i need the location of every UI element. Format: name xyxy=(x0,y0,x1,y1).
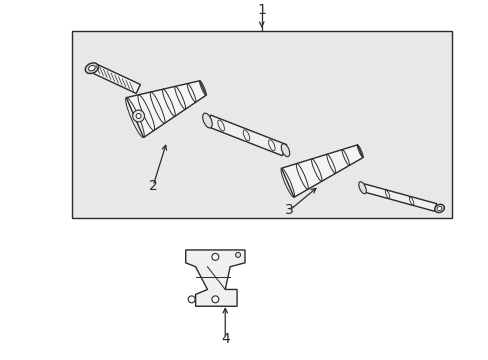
Polygon shape xyxy=(206,115,286,156)
Ellipse shape xyxy=(281,144,289,157)
Text: 4: 4 xyxy=(221,332,229,346)
Text: 3: 3 xyxy=(285,203,293,217)
Polygon shape xyxy=(185,250,244,306)
Polygon shape xyxy=(281,145,362,197)
Text: 1: 1 xyxy=(257,3,265,17)
Ellipse shape xyxy=(211,253,218,260)
Text: 2: 2 xyxy=(148,179,157,193)
Polygon shape xyxy=(362,184,436,211)
Ellipse shape xyxy=(235,252,240,257)
Ellipse shape xyxy=(358,182,366,194)
Ellipse shape xyxy=(85,63,98,73)
Polygon shape xyxy=(126,81,205,138)
Ellipse shape xyxy=(211,296,218,303)
Ellipse shape xyxy=(188,296,195,303)
Ellipse shape xyxy=(436,206,441,211)
Ellipse shape xyxy=(434,204,444,213)
Ellipse shape xyxy=(88,66,95,71)
Ellipse shape xyxy=(136,113,141,118)
Ellipse shape xyxy=(202,113,212,128)
Bar xyxy=(72,31,451,219)
Ellipse shape xyxy=(132,110,144,122)
Polygon shape xyxy=(94,65,140,93)
